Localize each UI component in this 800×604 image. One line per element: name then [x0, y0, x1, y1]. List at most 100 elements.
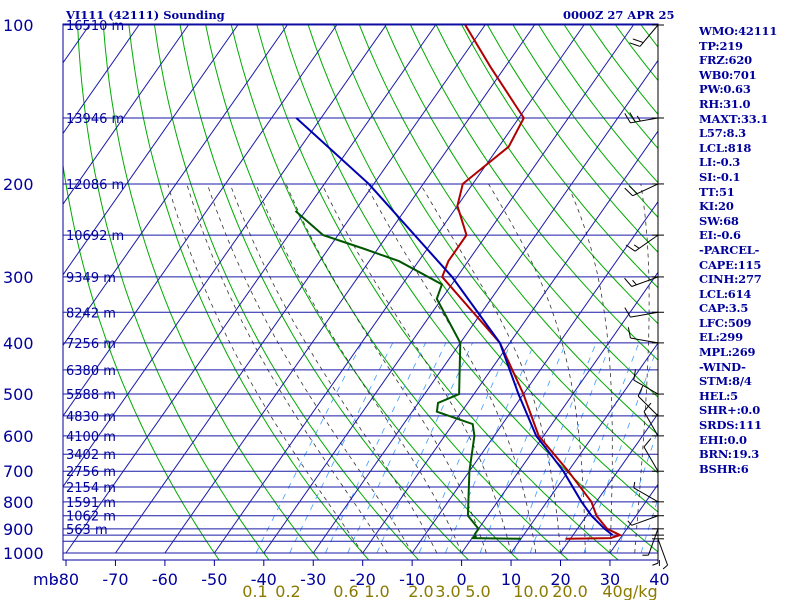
isotherm [0, 25, 287, 553]
height-label: 4830 m [66, 410, 116, 425]
height-label: 7256 m [66, 337, 116, 352]
moist-adiabat [207, 184, 412, 553]
profile-lines [296, 25, 621, 539]
index-item: EI:-0.6 [699, 228, 799, 243]
index-item: WB0:701 [699, 68, 799, 83]
moist-adiabat [659, 184, 698, 553]
wind-barb-flag [634, 245, 639, 248]
mixing-ratio-line [290, 343, 393, 553]
wind-barb-shaft [632, 277, 658, 287]
moist-adiabat [420, 184, 560, 553]
height-label: 9349 m [66, 271, 116, 286]
mixing-ratio-label: 20.0 [552, 582, 588, 600]
wind-barb-shaft [644, 447, 658, 471]
index-item: LI:-0.3 [699, 155, 799, 170]
index-item: SI:-0.1 [699, 170, 799, 185]
index-item: HEL:5 [699, 389, 799, 404]
x-tick-label: -70 [102, 570, 128, 589]
height-label: 10692 m [66, 229, 124, 244]
mixing-ratio-line [617, 343, 689, 553]
wind-barb-flag [652, 563, 658, 565]
mixing-ratio-label: 0.6 [333, 582, 358, 600]
mixing-ratio-label: 5.0 [465, 582, 490, 600]
height-label: 563 m [66, 523, 108, 538]
wind-barb-flag [663, 565, 668, 569]
index-item: BRN:19.3 [699, 447, 799, 462]
isotherm [313, 25, 683, 553]
index-item: FRZ:620 [699, 53, 799, 68]
wind-barb-shaft [630, 338, 658, 343]
index-item: RH:31.0 [699, 97, 799, 112]
dry-adiabat [102, 1, 323, 564]
y-tick-label: 100 [3, 16, 34, 35]
index-item: BSHR:6 [699, 462, 799, 477]
wind-barb [644, 438, 664, 471]
y-tick-label: 1000 [3, 544, 44, 563]
y-tick-label: 800 [3, 493, 34, 512]
wind-barb-flag [625, 188, 633, 196]
moist-adiabat [635, 184, 649, 553]
dry-adiabat [201, 1, 523, 564]
index-item: SW:68 [699, 214, 799, 229]
mixing-ratio-line [326, 343, 426, 553]
height-label: 1591 m [66, 496, 116, 511]
mixing-ratio-line [419, 343, 511, 553]
wind-barb-flag [629, 186, 637, 194]
height-label: 5588 m [66, 388, 116, 403]
isotherm [66, 25, 436, 553]
height-label: 13946 m [66, 112, 124, 127]
index-item: LFC:509 [699, 316, 799, 331]
isotherm [214, 25, 584, 553]
index-item: SHR+:0.0 [699, 403, 799, 418]
mixing-ratio-label: 10.0 [513, 582, 549, 600]
index-item: CAPE:115 [699, 258, 799, 273]
wind-barb [634, 369, 664, 394]
wind-barb [628, 327, 664, 343]
wind-barb-flag [638, 386, 643, 396]
wind-barb-shaft [634, 380, 658, 394]
dry-adiabat [176, 1, 472, 564]
isotherm [0, 25, 238, 553]
index-item: -PARCEL- [699, 243, 799, 258]
index-item: LCL:614 [699, 287, 799, 302]
mixing-ratio-label: 3.0 [435, 582, 460, 600]
wind-barb-flag [630, 113, 636, 122]
isotherm [264, 25, 634, 553]
index-item: TP:219 [699, 39, 799, 54]
height-label: 2154 m [66, 481, 116, 496]
isotherm [0, 25, 337, 553]
wind-barb-flag [633, 280, 637, 285]
wind-barb-flag [633, 39, 643, 43]
mixing-ratio-label: 2.0 [408, 582, 433, 600]
height-label: 3402 m [66, 448, 116, 463]
wind-barb-flag [644, 438, 651, 447]
index-item: CAP:3.5 [699, 301, 799, 316]
y-tick-label: 500 [3, 385, 34, 404]
y-tick-label: 400 [3, 334, 34, 353]
y-tick-label: 300 [3, 268, 34, 287]
index-item: MAXT:33.1 [699, 112, 799, 127]
x-tick-label: -50 [201, 570, 227, 589]
index-item: STM:8/4 [699, 374, 799, 389]
mixing-ratio-line [377, 343, 473, 553]
height-label: 4100 m [66, 430, 116, 445]
mixing-ratio-line [256, 343, 362, 553]
x-tick-label: -60 [152, 570, 178, 589]
wind-barb-flag [625, 278, 632, 286]
wind-barb-flag [626, 245, 635, 251]
mixing-ratio-line [480, 343, 566, 553]
y-tick-label: 700 [3, 462, 34, 481]
height-label: 8242 m [66, 306, 116, 321]
wind-barb [634, 482, 664, 502]
mixing-ratio-label: 0.2 [275, 582, 300, 600]
index-item: WMO:42111 [699, 24, 799, 39]
index-item: SRDS:111 [699, 418, 799, 433]
wind-barb-shaft [630, 312, 658, 317]
moist-adiabat [187, 184, 388, 553]
index-item: MPL:269 [699, 345, 799, 360]
mixing-ratio-label: 0.1 [242, 582, 267, 600]
index-item: KI:20 [699, 199, 799, 214]
